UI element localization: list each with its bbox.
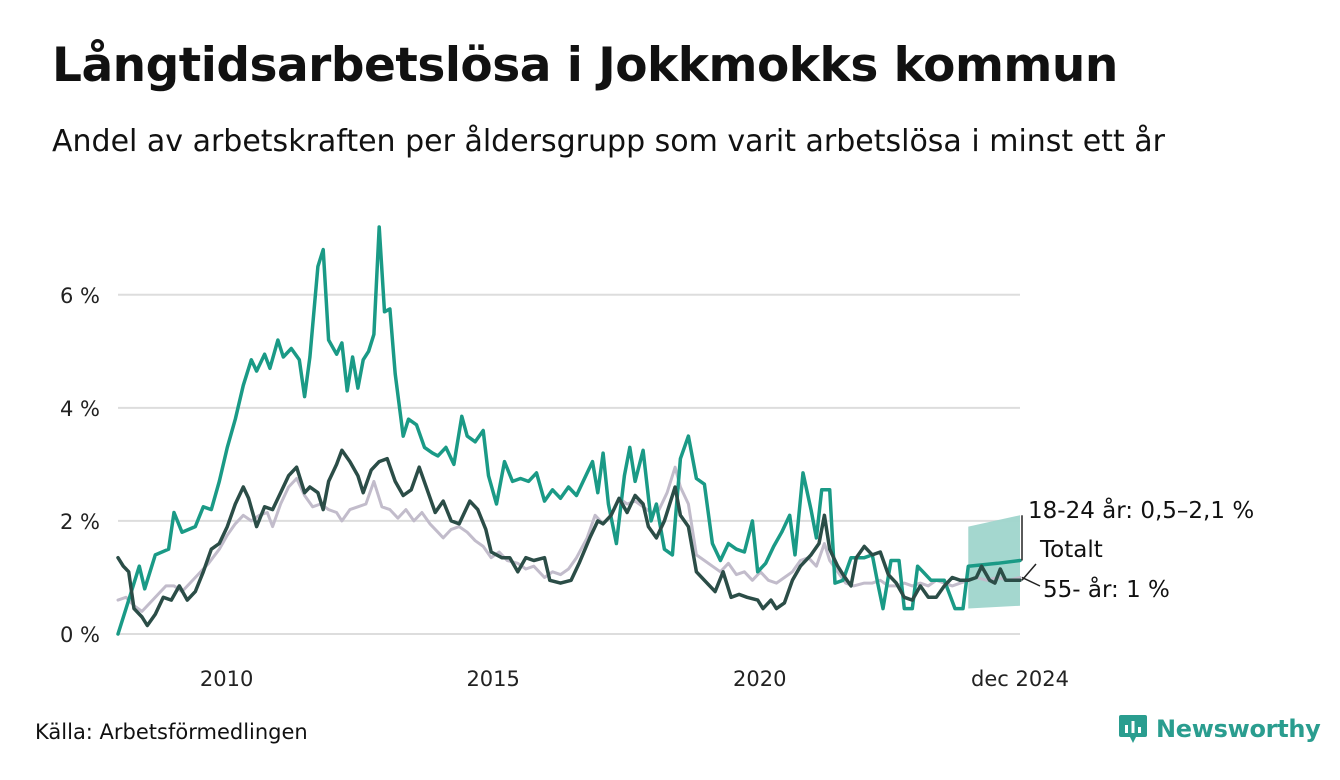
chart-subtitle: Andel av arbetskraften per åldersgrupp s… [52,124,1165,159]
y-tick-label: 2 % [60,510,100,534]
series-layer [116,225,1022,636]
annotation-layer: 18-24 år: 0,5–2,1 % Totalt 55- år: 1 % [1021,496,1254,603]
series-line-youth [116,225,1022,636]
y-tick-label: 6 % [60,284,100,308]
x-tick-label: dec 2024 [971,667,1069,691]
leader-total [1021,563,1037,581]
brand-name: Newsworthy [1156,715,1321,743]
annotation-youth: 18-24 år: 0,5–2,1 % [1028,496,1254,524]
x-tick-label: 2015 [466,667,519,691]
brand-logo[interactable]: Newsworthy [1118,713,1321,745]
series-line-senior [116,465,1022,613]
newsworthy-logo-icon [1119,715,1147,743]
x-tick-label: 2010 [200,667,253,691]
source-note: Källa: Arbetsförmedlingen [35,720,308,744]
y-tick-label: 0 % [60,623,100,647]
annotation-senior: 55- år: 1 % [1043,575,1170,603]
annotation-total: Totalt [1039,537,1103,563]
x-tick-label: 2020 [733,667,786,691]
y-axis-ticks: 0 % 2 % 4 % 6 % [60,284,100,647]
series-line-total [116,448,1022,628]
y-tick-label: 4 % [60,397,100,421]
chart-title: Långtidsarbetslösa i Jokkmokks kommun [52,38,1118,93]
leader-senior [1021,576,1041,587]
gridlines [118,293,1020,635]
x-axis-ticks: 2010 2015 2020 dec 2024 [200,667,1069,691]
